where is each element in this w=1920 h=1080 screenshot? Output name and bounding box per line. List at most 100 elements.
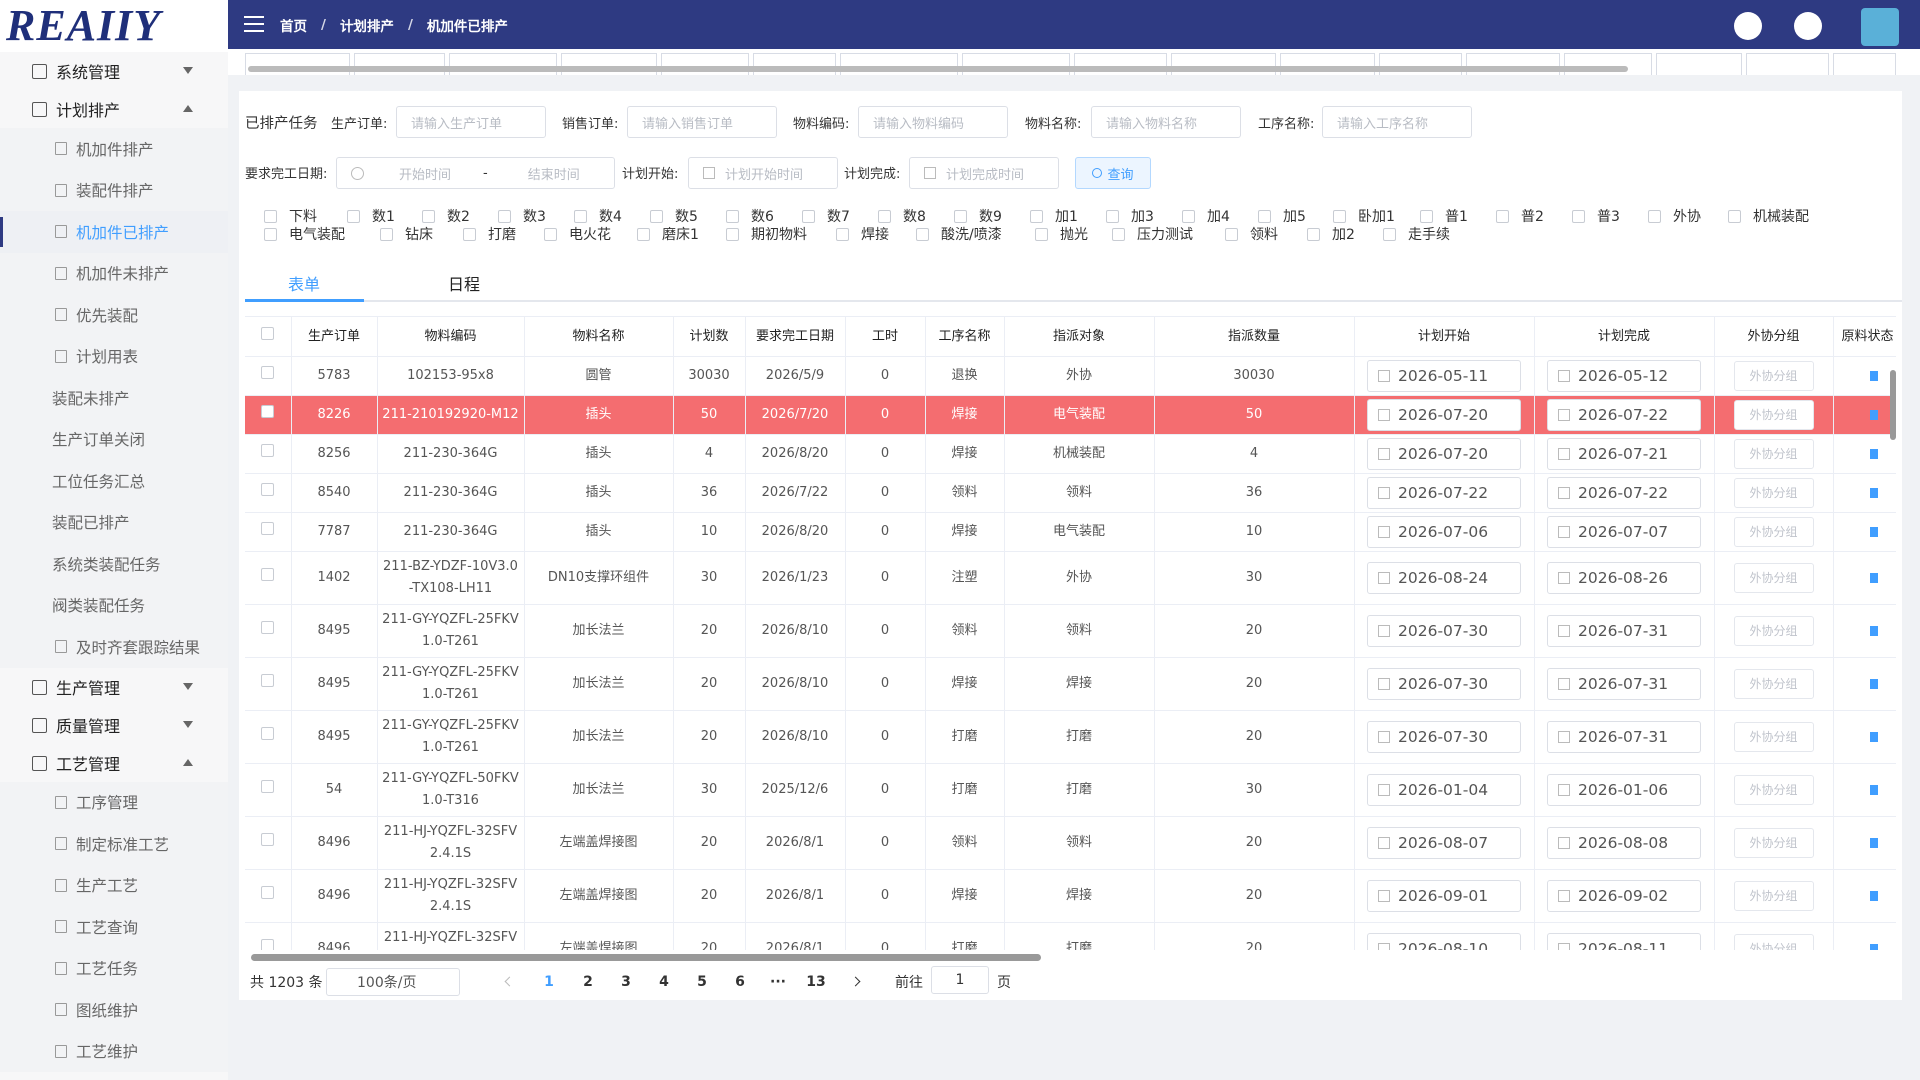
date-input[interactable]: 2026-08-08 <box>1547 827 1701 859</box>
table-row[interactable]: 8495 211-GY-YQZFL-25FKV1.0-T261 加长法兰 20 2026… <box>245 710 1896 764</box>
process-checkbox[interactable]: 加3 <box>1106 207 1154 225</box>
status-icon[interactable] <box>1869 679 1878 689</box>
process-checkbox[interactable]: 数9 <box>954 207 1002 225</box>
table-row[interactable]: 8495 211-GY-YQZFL-25FKV1.0-T261 加长法兰 20 2026… <box>245 657 1896 711</box>
date-input[interactable]: 2026-09-02 <box>1547 880 1701 912</box>
process-checkbox[interactable]: 磨床1 <box>637 225 699 243</box>
status-icon[interactable] <box>1869 527 1878 537</box>
page-number[interactable]: 6 <box>735 974 745 990</box>
status-icon[interactable] <box>1869 838 1878 848</box>
breadcrumb-item[interactable]: 计划排产 <box>339 18 394 35</box>
process-checkbox[interactable]: 数1 <box>347 207 395 225</box>
date-input[interactable]: 2026-09-01 <box>1367 880 1521 912</box>
date-input[interactable]: 2026-07-31 <box>1547 615 1701 647</box>
process-checkbox[interactable]: 压力测试 <box>1112 225 1193 243</box>
outsource-select[interactable]: 外协分组 <box>1733 616 1814 646</box>
table-row[interactable]: 7787 211-230-364G 插头 10 2026/8/20 0 焊接 电气装配 10 20… <box>245 512 1896 552</box>
tag[interactable] <box>1833 53 1896 75</box>
process-checkbox[interactable]: 数7 <box>802 207 850 225</box>
process-checkbox[interactable]: 钻床 <box>380 225 433 243</box>
page-size[interactable]: 100条/页 <box>326 968 460 996</box>
date-input[interactable]: 2026-05-12 <box>1547 360 1701 392</box>
status-icon[interactable] <box>1869 449 1878 459</box>
outsource-select[interactable]: 外协分组 <box>1733 828 1814 858</box>
menu-group[interactable]: 工艺管理 <box>0 744 228 782</box>
breadcrumb-item[interactable]: 机加件已排产 <box>426 18 508 35</box>
tab[interactable]: 表单 <box>287 275 320 294</box>
menu-item[interactable]: 图纸维护 <box>0 989 228 1031</box>
status-icon[interactable] <box>1869 732 1878 742</box>
checkbox[interactable] <box>261 483 275 496</box>
filter-input[interactable]: 计划开始时间 <box>688 157 838 189</box>
outsource-select[interactable]: 外协分组 <box>1733 439 1814 469</box>
menu-group[interactable]: 计划排产 <box>0 90 228 128</box>
date-range[interactable]: 开始时间 - 结束时间 <box>336 157 615 189</box>
checkbox[interactable] <box>261 522 275 535</box>
menu-item[interactable]: 工艺查询 <box>0 906 228 948</box>
checkbox[interactable] <box>261 780 275 793</box>
process-checkbox[interactable]: 数6 <box>726 207 774 225</box>
menu-group[interactable]: 质量管理 <box>0 706 228 744</box>
menu-item[interactable]: 制定标准工艺 <box>0 823 228 865</box>
date-input[interactable]: 2026-07-06 <box>1367 516 1521 548</box>
filter-input[interactable]: 计划完成时间 <box>909 157 1059 189</box>
message-button[interactable] <box>1734 12 1762 40</box>
menu-item[interactable]: 机加件未排产 <box>0 252 228 294</box>
menu-item[interactable]: 生产订单关闭 <box>0 418 228 460</box>
filter-input[interactable]: 请输入销售订单 <box>627 106 777 138</box>
process-checkbox[interactable]: 数5 <box>650 207 698 225</box>
menu-toggle[interactable] <box>244 16 264 32</box>
date-input[interactable]: 2026-08-26 <box>1547 562 1701 594</box>
process-checkbox[interactable]: 期初物料 <box>726 225 807 243</box>
table-row[interactable]: 54 211-GY-YQZFL-50FKV1.0-T316 加长法兰 30 2025/1… <box>245 763 1896 817</box>
date-input[interactable]: 2026-08-07 <box>1367 827 1521 859</box>
menu-item[interactable]: 系统类装配任务 <box>0 543 228 585</box>
process-checkbox[interactable]: 数8 <box>878 207 926 225</box>
breadcrumb-item[interactable]: 首页 <box>280 18 307 35</box>
date-input[interactable]: 2026-07-22 <box>1367 477 1521 509</box>
checkbox[interactable] <box>261 568 275 581</box>
date-input[interactable]: 2026-08-24 <box>1367 562 1521 594</box>
filter-input[interactable]: 请输入物料名称 <box>1091 106 1241 138</box>
process-checkbox[interactable]: 卧加1 <box>1333 207 1395 225</box>
tab[interactable]: 日程 <box>447 275 480 294</box>
date-input[interactable]: 2026-08-11 <box>1547 933 1701 950</box>
page-number[interactable]: 1 <box>544 974 554 990</box>
outsource-select[interactable]: 外协分组 <box>1733 934 1814 950</box>
process-checkbox[interactable]: 普2 <box>1496 207 1544 225</box>
menu-item[interactable]: 计划用表 <box>0 335 228 377</box>
prev[interactable] <box>504 976 515 987</box>
checkbox[interactable] <box>261 366 275 379</box>
page-number[interactable]: 2 <box>583 974 593 990</box>
process-checkbox[interactable]: 加2 <box>1307 225 1355 243</box>
menu-item[interactable]: 优先装配 <box>0 294 228 336</box>
outsource-select[interactable]: 外协分组 <box>1733 881 1814 911</box>
process-checkbox[interactable]: 领料 <box>1225 225 1278 243</box>
outsource-select[interactable]: 外协分组 <box>1733 669 1814 699</box>
table-row[interactable]: 8496211-HJ-YQZFL-32SFV2.4.1S左端盖焊接图202026… <box>245 922 1896 950</box>
menu-group[interactable]: 生产管理 <box>0 668 228 706</box>
date-input[interactable]: 2026-07-31 <box>1547 721 1701 753</box>
goto-input[interactable]: 1 <box>931 966 989 994</box>
page-number[interactable]: 5 <box>697 974 707 990</box>
menu-item[interactable]: 工艺维护 <box>0 1030 228 1072</box>
menu-item[interactable]: 工序管理 <box>0 781 228 823</box>
table-row[interactable]: 8495 211-GY-YQZFL-25FKV1.0-T261 加长法兰 20 2026… <box>245 604 1896 658</box>
process-checkbox[interactable]: 酸洗/喷漆 <box>916 225 1002 243</box>
date-input[interactable]: 2026-07-20 <box>1367 438 1521 470</box>
status-icon[interactable] <box>1869 944 1878 950</box>
outsource-select[interactable]: 外协分组 <box>1733 361 1814 391</box>
menu-item[interactable]: 装配已排产 <box>0 501 228 543</box>
edit-button[interactable] <box>1794 12 1822 40</box>
checkbox[interactable] <box>261 326 275 340</box>
table-row[interactable]: 5783 102153-95x8 圆管 30030 2026/5/9 0 退换 外协 30030… <box>245 356 1896 396</box>
page-number[interactable]: ··· <box>770 974 786 990</box>
outsource-select[interactable]: 外协分组 <box>1733 563 1814 593</box>
checkbox[interactable] <box>261 939 275 950</box>
menu-item[interactable]: 装配未排产 <box>0 377 228 419</box>
outsource-select[interactable]: 外协分组 <box>1733 517 1814 547</box>
status-icon[interactable] <box>1869 785 1878 795</box>
menu-group[interactable]: 系统管理 <box>0 52 228 90</box>
process-checkbox[interactable]: 走手续 <box>1383 225 1450 243</box>
